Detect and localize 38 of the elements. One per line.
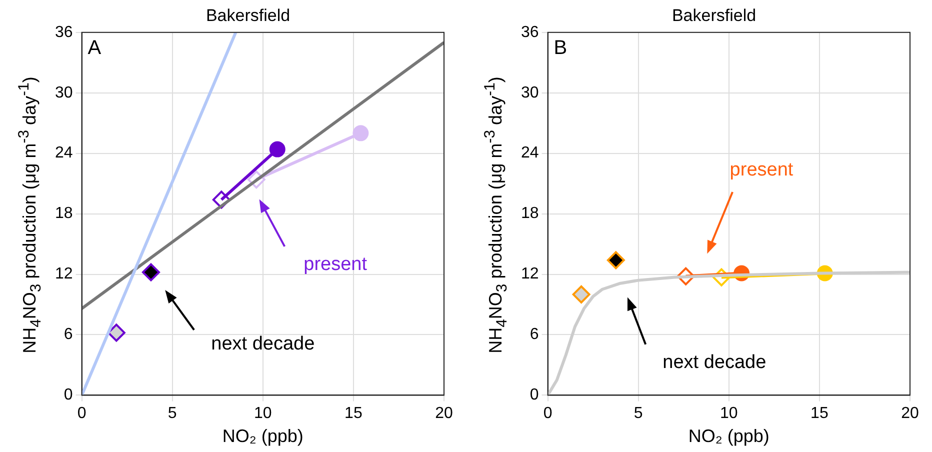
x-tick-label: 5 [634,405,643,422]
point [142,263,160,282]
chart-title: Bakersfield [206,6,290,25]
y-tick-label: 30 [521,84,539,102]
point [572,285,590,304]
x-tick-label: 0 [543,405,552,422]
x-tick-label: 5 [168,405,177,422]
y-tick-label: 6 [64,326,73,344]
annotation: A [88,37,102,60]
annotation: next decade [662,352,766,373]
y-tick-label: 36 [521,24,539,41]
x-tick-label: 15 [344,405,362,422]
y-tick-label: 24 [55,144,73,162]
x-tick-label: 15 [810,405,828,422]
x-tick-label: 10 [254,405,272,422]
y-tick-label: 12 [55,266,73,283]
y-tick-label: 30 [55,84,73,102]
y-tick-label: 18 [521,205,539,222]
annotation: B [554,37,568,60]
annotation: present [730,160,794,180]
y-tick-label: 0 [64,386,73,404]
annotation: next decade [211,334,315,355]
y-tick-label: 6 [530,326,539,344]
x-tick-label: 20 [435,405,453,422]
annotation: present [304,254,368,275]
x-tick-label: 10 [720,405,738,422]
y-tick-label: 0 [530,386,539,404]
chart-title: Bakersfield [672,6,756,25]
y-tick-label: 12 [521,266,539,283]
point [606,251,625,270]
x-tick-label: 20 [901,405,919,422]
x-axis-title: NO₂ (ppb) [688,426,770,446]
point [107,324,126,342]
y-tick-label: 18 [55,205,73,222]
y-tick-label: 24 [521,144,539,162]
y-tick-label: 36 [55,24,73,41]
x-axis-title: NO₂ (ppb) [222,426,304,446]
x-tick-label: 0 [77,405,86,422]
